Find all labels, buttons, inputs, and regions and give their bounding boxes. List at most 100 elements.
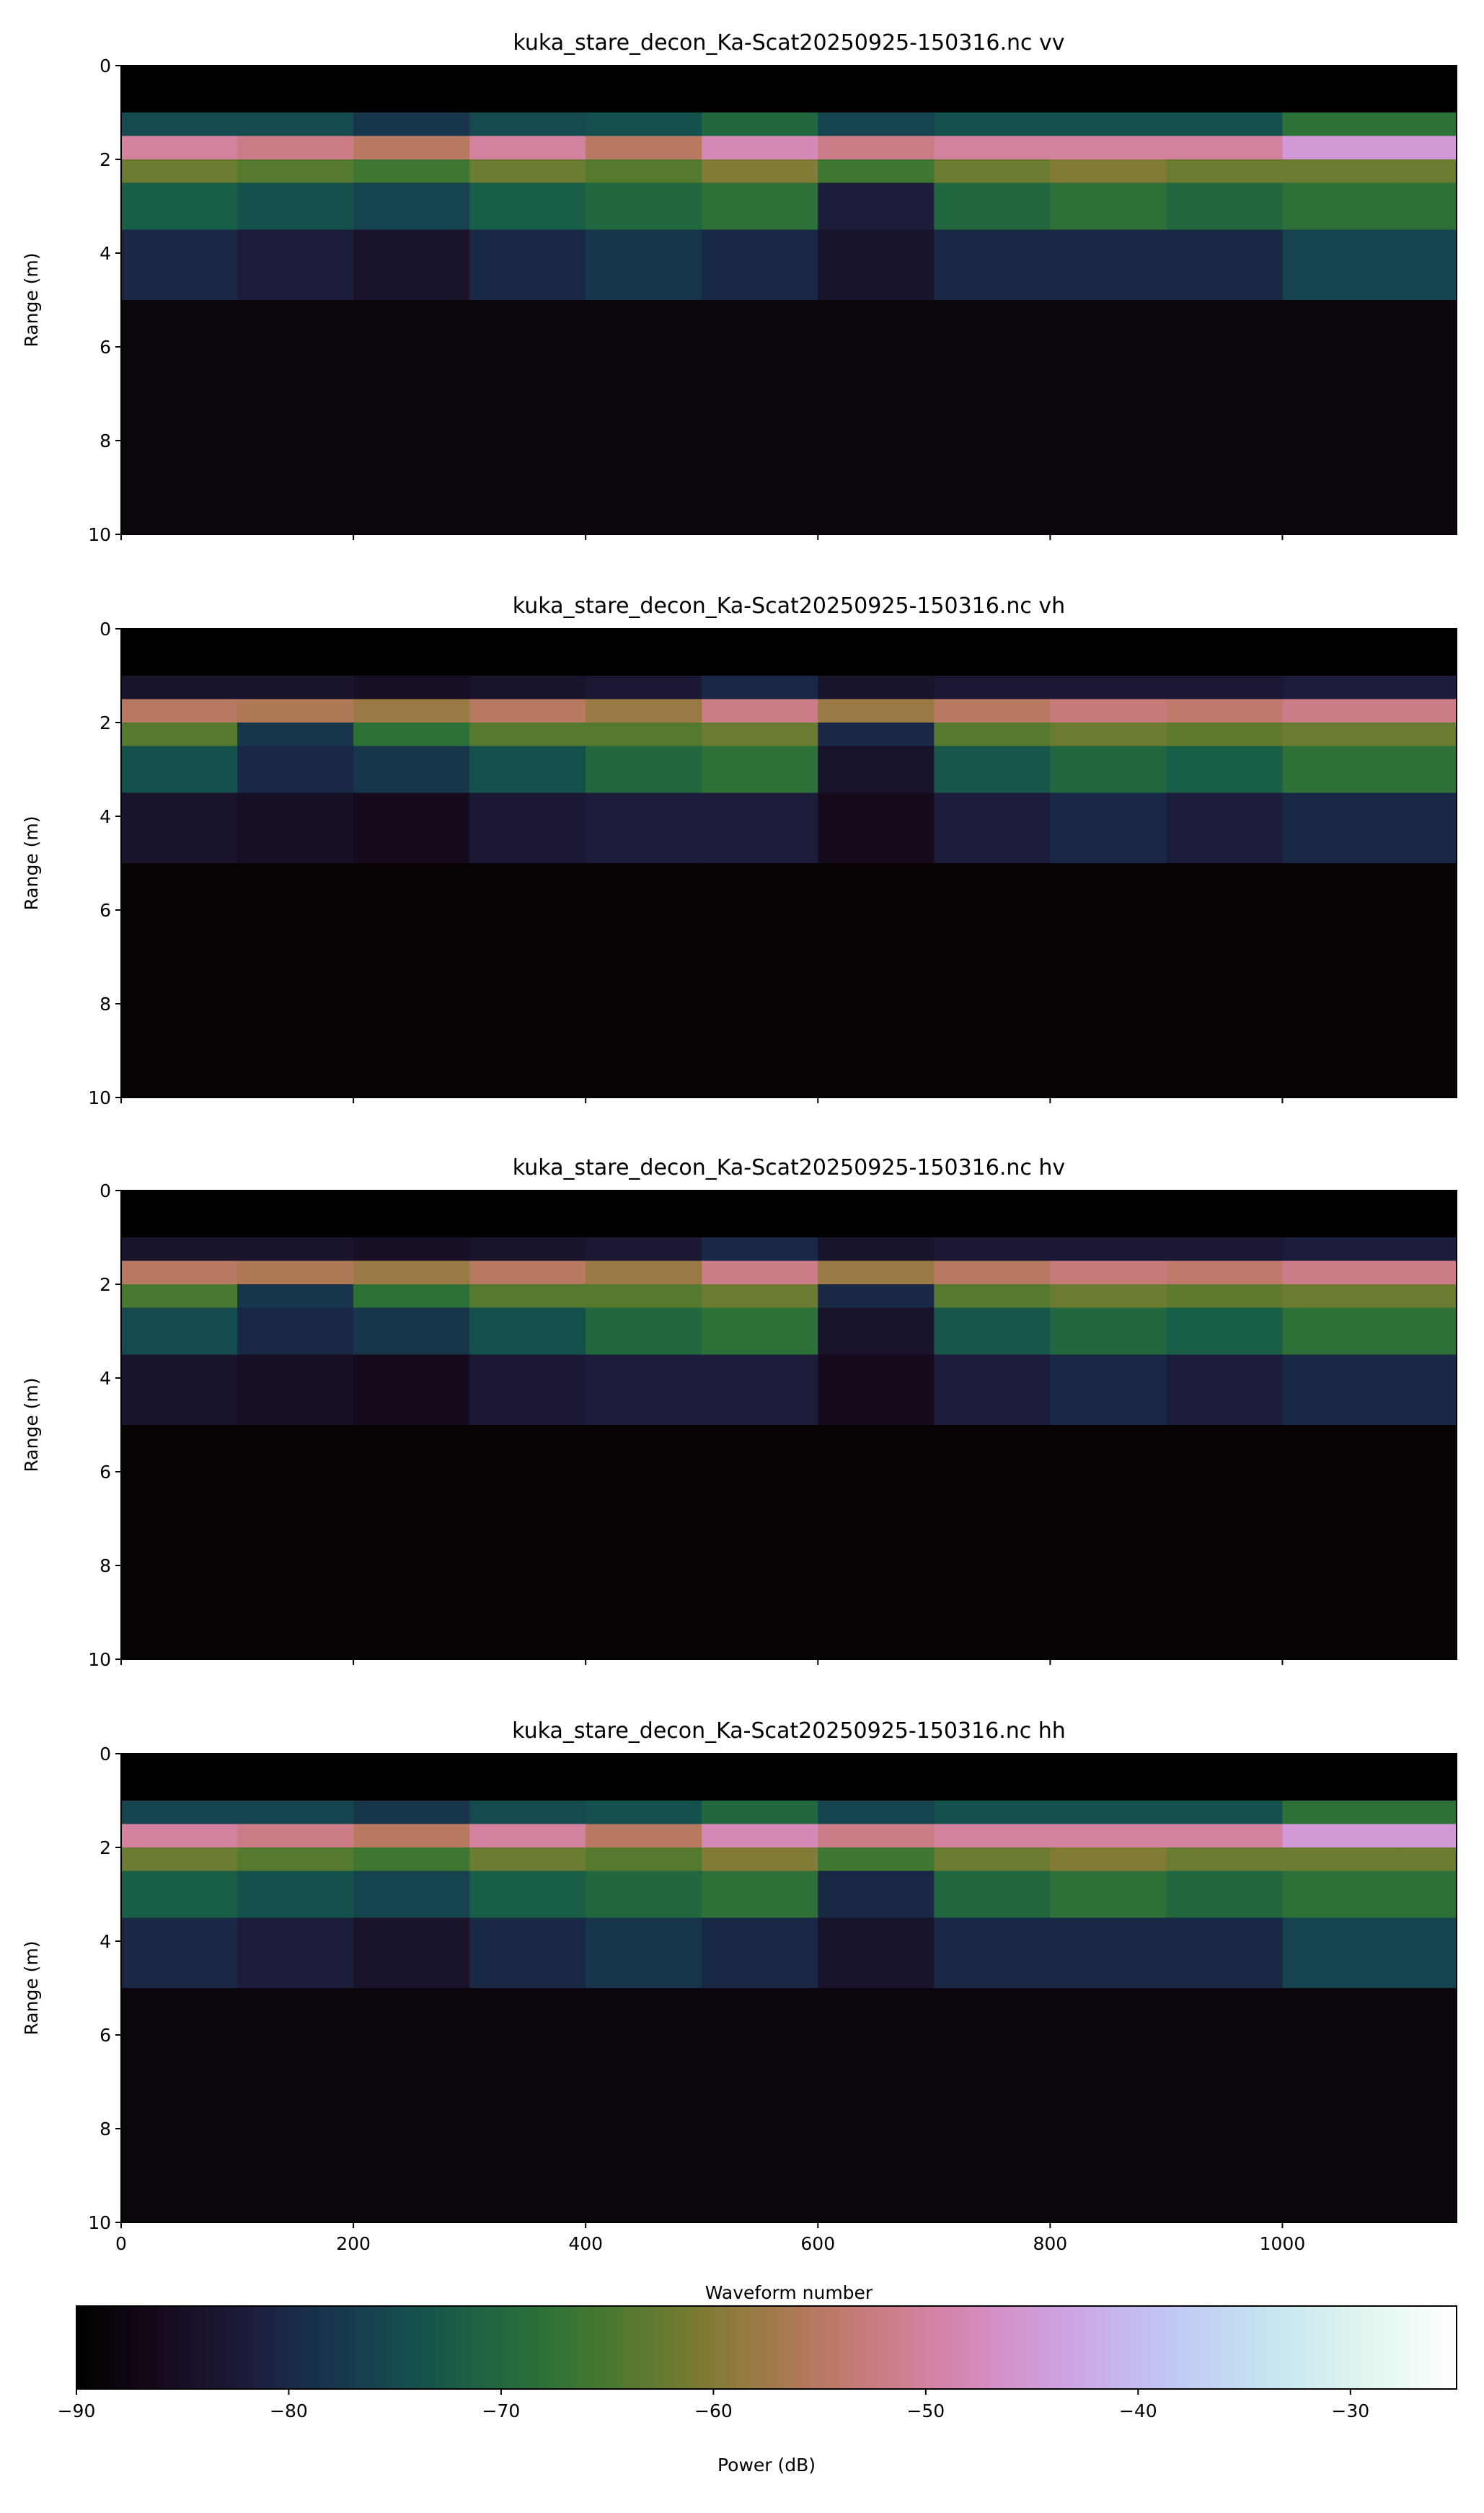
heatmap-cell [818,1354,935,1426]
heatmap-cell [702,723,818,746]
y-tick-label: 2 [100,1274,111,1295]
heatmap-cell [353,1988,470,2223]
heatmap-cell [1398,746,1457,793]
heatmap-cell [121,629,238,676]
y-tick-label: 0 [100,56,111,76]
heatmap-cell [702,1824,818,1848]
heatmap-cell [702,1425,818,1660]
heatmap-cell [469,1237,586,1261]
heatmap-cell [934,746,1051,793]
heatmap-cell [469,1191,586,1238]
heatmap-cell [1166,1425,1283,1660]
heatmap-cell [1282,182,1399,230]
heatmap-cell [121,863,238,1098]
x-tick-label: 400 [568,2233,603,2254]
heatmap-cell [469,1284,586,1308]
heatmap-cell [121,792,238,864]
heatmap-cell [237,863,354,1098]
heatmap-cell [121,229,238,301]
heatmap-cell [1282,159,1399,183]
panel-title: kuka_stare_decon_Ka-Scat20250925-150316.… [512,1718,1066,1744]
heatmap-cell [121,1917,238,1989]
heatmap-cell [1398,136,1457,160]
colorbar-tick-label: −30 [1331,2401,1369,2421]
heatmap-cell [1282,136,1399,160]
heatmap-cell [469,1801,586,1824]
heatmap-cell [469,746,586,793]
plot-frame [120,65,1457,535]
heatmap-cell [353,746,470,793]
heatmap-cell [702,1988,818,2223]
heatmap-cell [353,1284,470,1308]
heatmap-cell [586,1754,702,1801]
heatmap-cell [934,1260,1051,1285]
heatmap-cell [1282,629,1399,676]
heatmap-cell [586,112,702,136]
heatmap-cell [1050,300,1167,535]
heatmap-cell [1166,1824,1283,1848]
heatmap-cell [353,229,470,301]
heatmap-cell [586,699,702,723]
heatmap-cell [1050,1754,1167,1801]
heatmap-cell [237,629,354,676]
heatmap-cell [818,629,935,676]
heatmap-cell [586,300,702,535]
y-tick-label: 6 [100,2025,111,2046]
heatmap-cell [1166,159,1283,183]
heatmap-cell [818,1260,935,1285]
heatmap-cell [469,699,586,723]
heatmap-cell [1050,1191,1167,1238]
heatmap-cell [1398,159,1457,183]
heatmap-cell [702,629,818,676]
heatmap-cell [469,1260,586,1285]
heatmap-cell [934,1754,1051,1801]
heatmap-cell [1166,676,1283,699]
heatmap-cell [934,136,1051,160]
heatmap-cell [934,676,1051,699]
heatmap-cell [702,1191,818,1238]
heatmap-cell [1282,1824,1399,1848]
heatmap-cell [1050,1871,1167,1918]
heatmap-cell [353,792,470,864]
heatmap-cell [1166,699,1283,723]
heatmap-cell [1166,229,1283,301]
heatmap-cell [353,1354,470,1426]
heatmap-cell [702,182,818,230]
heatmap-cell [1282,229,1399,301]
y-tick-label: 8 [100,2119,111,2139]
heatmap-cell [353,863,470,1098]
heatmap-cell [469,1307,586,1355]
x-tick-label: 200 [336,2233,371,2254]
heatmap-cell [934,723,1051,746]
heatmap-cell [586,159,702,183]
heatmap-cell [353,1260,470,1285]
y-tick-label: 6 [100,1462,111,1483]
heatmap-cell [586,723,702,746]
heatmap-cell [1166,300,1283,535]
heatmap-cell [1398,1284,1457,1308]
heatmap-cell [1282,1425,1399,1660]
heatmap-cell [702,746,818,793]
y-tick-label: 10 [88,524,111,545]
heatmap-cell [1050,699,1167,723]
heatmap-cell [1282,1988,1399,2223]
heatmap-cell [1050,1801,1167,1824]
heatmap-cell [818,1237,935,1261]
heatmap-cell [702,159,818,183]
y-tick-label: 2 [100,712,111,733]
heatmap-cell [702,1237,818,1261]
heatmap-cell [469,229,586,301]
heatmap-cell [121,66,238,113]
heatmap-cell [1398,229,1457,301]
heatmap-cell [702,792,818,864]
colorbar-tick-label: −40 [1119,2401,1157,2421]
x-tick-label: 600 [800,2233,835,2254]
heatmap-cell [121,676,238,699]
heatmap-cell [934,792,1051,864]
heatmap-cell [1398,863,1457,1098]
heatmap-cell [586,1191,702,1238]
heatmap-cell [818,112,935,136]
heatmap-cell [1166,1988,1283,2223]
heatmap-cell [469,1847,586,1871]
